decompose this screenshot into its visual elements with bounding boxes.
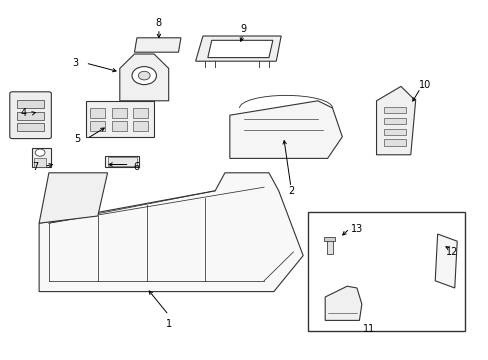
Bar: [90, 121, 105, 131]
Bar: [32, 148, 51, 167]
Text: 2: 2: [287, 186, 293, 196]
Text: 10: 10: [418, 80, 431, 90]
Text: 7: 7: [32, 162, 38, 172]
Text: 11: 11: [362, 324, 375, 334]
Bar: [326, 238, 332, 254]
Polygon shape: [39, 173, 107, 223]
Text: 1: 1: [165, 319, 171, 329]
Bar: [324, 237, 334, 241]
Bar: [34, 158, 46, 167]
Text: 13: 13: [350, 224, 363, 234]
Bar: [383, 129, 405, 135]
Circle shape: [35, 149, 45, 156]
Bar: [383, 139, 405, 146]
Polygon shape: [434, 234, 456, 288]
Bar: [307, 212, 464, 331]
Text: 6: 6: [134, 162, 140, 172]
Polygon shape: [195, 36, 281, 61]
Bar: [112, 121, 126, 131]
FancyBboxPatch shape: [10, 92, 51, 139]
Bar: [107, 157, 137, 166]
Text: 3: 3: [73, 58, 79, 68]
Bar: [105, 156, 139, 167]
Bar: [85, 101, 154, 137]
Bar: [17, 112, 44, 120]
Circle shape: [138, 71, 150, 80]
Bar: [90, 108, 105, 118]
Text: 9: 9: [240, 24, 245, 34]
Polygon shape: [120, 54, 168, 101]
Text: 8: 8: [156, 18, 162, 28]
Polygon shape: [229, 101, 342, 158]
Bar: [383, 118, 405, 124]
Text: 12: 12: [445, 247, 458, 257]
Bar: [133, 121, 148, 131]
Bar: [17, 100, 44, 108]
Bar: [383, 107, 405, 113]
Bar: [133, 108, 148, 118]
Circle shape: [132, 67, 156, 85]
Bar: [112, 108, 126, 118]
Text: 5: 5: [74, 134, 80, 144]
Text: 4: 4: [20, 108, 26, 118]
Polygon shape: [134, 38, 181, 52]
Polygon shape: [39, 173, 303, 292]
Polygon shape: [207, 40, 272, 58]
Polygon shape: [325, 286, 361, 320]
Polygon shape: [376, 86, 415, 155]
Bar: [17, 123, 44, 131]
